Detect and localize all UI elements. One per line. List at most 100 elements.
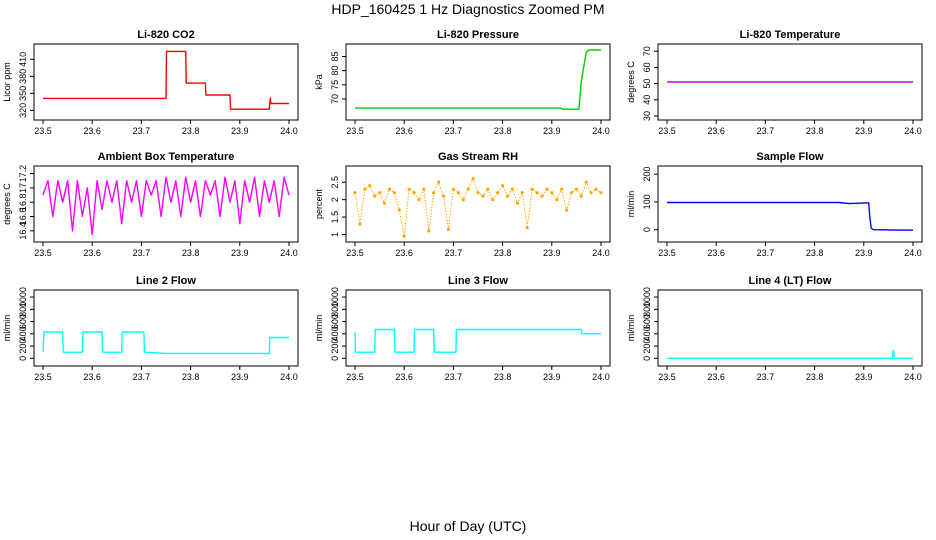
y-tick-label: 800 xyxy=(642,302,652,317)
series-line-0 xyxy=(354,328,601,353)
panel-1: Li-820 Pressure kPa 23.5 23.6 23.7 23.8 23.9 24… xyxy=(314,29,611,136)
x-tick-label: 23.9 xyxy=(855,248,873,258)
y-axis-label: Licor ppm xyxy=(2,62,12,102)
data-point xyxy=(555,198,559,202)
y-tick-label: 600 xyxy=(330,314,340,329)
data-point xyxy=(471,177,475,181)
panel-frame xyxy=(33,43,299,121)
x-tick-label: 24.0 xyxy=(592,248,610,258)
series-line-0 xyxy=(667,349,913,359)
data-point xyxy=(382,201,387,205)
y-tick-label: 30 xyxy=(642,111,652,121)
x-tick-label: 23.8 xyxy=(494,126,512,136)
x-tick-label: 23.5 xyxy=(658,372,676,382)
x-tick-label: 23.7 xyxy=(757,248,775,258)
y-tick-label: 50 xyxy=(642,79,652,89)
data-point xyxy=(579,194,583,198)
x-tick-label: 23.8 xyxy=(494,372,512,382)
y-tick-label: 40 xyxy=(642,95,652,105)
y-tick-label: 1000 xyxy=(642,287,652,307)
x-tick-label: 23.9 xyxy=(231,372,249,382)
data-point xyxy=(530,187,534,191)
panel-4: Gas Stream RH percent 23.5 23.6 23.7 23.8 23.9… xyxy=(314,151,611,258)
x-tick-label: 23.7 xyxy=(757,372,775,382)
panel-frame xyxy=(657,289,923,367)
y-tick-label: 320 xyxy=(18,103,28,118)
x-tick-label: 23.5 xyxy=(658,248,676,258)
y-tick-label: 80 xyxy=(330,66,340,76)
data-point xyxy=(417,198,421,202)
x-tick-label: 23.7 xyxy=(133,248,151,258)
y-tick-label: 410 xyxy=(18,52,28,67)
data-point xyxy=(515,201,519,205)
y-axis-label: ml/min xyxy=(626,315,636,342)
panel-title: Sample Flow xyxy=(756,151,824,163)
y-axis-label: ml/min xyxy=(2,315,12,342)
panel-frame xyxy=(33,165,299,243)
x-tick-label: 23.6 xyxy=(83,372,101,382)
panel-title: Li-820 Pressure xyxy=(437,29,519,41)
y-tick-label: 1000 xyxy=(330,287,340,307)
data-point xyxy=(456,191,460,195)
data-point xyxy=(407,187,411,191)
y-tick-label: 200 xyxy=(18,339,28,354)
y-tick-label: 0 xyxy=(330,356,340,361)
y-tick-label: 600 xyxy=(18,314,28,329)
x-tick-label: 23.6 xyxy=(395,126,413,136)
data-point xyxy=(491,198,495,202)
data-point xyxy=(584,180,588,184)
x-tick-label: 23.5 xyxy=(346,248,364,258)
data-point xyxy=(422,187,426,191)
panel-frame xyxy=(657,165,923,243)
panel-7: Line 3 Flow ml/min 23.5 23.6 23.7 23.8 23.9 24.… xyxy=(314,275,611,382)
data-point xyxy=(525,225,529,230)
data-point xyxy=(545,187,549,191)
y-tick-label: 1 xyxy=(330,232,340,237)
x-tick-label: 23.7 xyxy=(757,126,775,136)
y-axis-label: percent xyxy=(314,188,324,219)
panel-title: Li-820 Temperature xyxy=(740,29,841,41)
panel-frame xyxy=(657,43,923,121)
x-tick-label: 24.0 xyxy=(904,126,922,136)
data-point xyxy=(569,191,574,195)
y-tick-label: 0 xyxy=(18,356,28,361)
x-tick-label: 23.6 xyxy=(707,126,725,136)
x-tick-label: 23.6 xyxy=(83,248,101,258)
y-tick-label: 16.4 xyxy=(18,222,28,240)
x-tick-label: 23.5 xyxy=(34,126,52,136)
x-tick-label: 23.7 xyxy=(445,372,463,382)
y-tick-label: 200 xyxy=(330,339,340,354)
y-tick-label: 1000 xyxy=(18,287,28,307)
y-tick-label: 400 xyxy=(18,326,28,341)
x-tick-label: 24.0 xyxy=(280,126,298,136)
data-point xyxy=(432,191,436,195)
y-axis-label: degrees C xyxy=(2,183,12,225)
data-point xyxy=(427,229,431,233)
data-point xyxy=(599,191,603,195)
y-tick-label: 0 xyxy=(642,227,652,232)
x-tick-label: 23.9 xyxy=(543,126,561,136)
x-tick-label: 23.7 xyxy=(133,126,151,136)
x-tick-label: 23.5 xyxy=(346,372,364,382)
panel-frame xyxy=(33,289,299,367)
x-tick-label: 24.0 xyxy=(904,372,922,382)
series-line-0 xyxy=(354,177,602,237)
data-point xyxy=(392,191,396,195)
x-tick-label: 23.9 xyxy=(231,126,249,136)
y-tick-label: 100 xyxy=(642,194,652,209)
panel-frame xyxy=(345,43,611,121)
data-point xyxy=(574,187,579,191)
x-tick-label: 24.0 xyxy=(904,248,922,258)
data-point xyxy=(446,227,451,231)
data-point xyxy=(520,191,524,195)
data-point xyxy=(363,187,367,191)
panel-2: Li-820 Temperature degrees C 23.5 23.6 23.7 2… xyxy=(626,29,923,136)
x-tick-label: 23.5 xyxy=(658,126,676,136)
data-point xyxy=(358,222,362,226)
data-point xyxy=(402,234,406,238)
x-tick-label: 24.0 xyxy=(280,248,298,258)
x-axis-label: Hour of Day (UTC) xyxy=(410,518,527,534)
panel-title: Ambient Box Temperature xyxy=(98,151,235,163)
data-point xyxy=(564,208,569,212)
